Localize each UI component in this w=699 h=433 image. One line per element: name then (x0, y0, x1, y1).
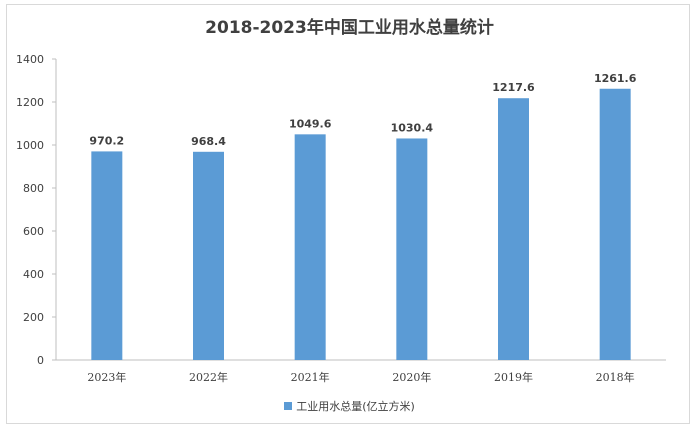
y-axis-ticks: 0 200 400 600 800 1000 1200 1400 (16, 53, 56, 367)
data-labels: 970.2 968.4 1049.6 1030.4 1217.6 1261.6 (89, 72, 636, 148)
data-label: 970.2 (89, 134, 124, 147)
legend-label: 工业用水总量(亿立方米) (296, 400, 415, 413)
y-tick-label: 400 (23, 268, 44, 281)
bar (396, 138, 428, 360)
legend: 工业用水总量(亿立方米) (0, 398, 699, 414)
chart-title: 2018-2023年中国工业用水总量统计 (205, 18, 494, 38)
x-axis-labels: 2023年 2022年 2021年 2020年 2019年 2018年 (87, 370, 634, 384)
x-tick-label: 2022年 (189, 370, 228, 384)
y-tick-label: 1400 (16, 53, 44, 66)
bar (294, 134, 326, 360)
y-tick-label: 200 (23, 311, 44, 324)
legend-swatch (284, 402, 293, 410)
y-tick-label: 0 (37, 354, 44, 367)
bar (498, 98, 529, 360)
y-tick-label: 1000 (16, 139, 44, 152)
y-tick-label: 1200 (16, 96, 44, 109)
x-tick-label: 2018年 (596, 370, 635, 384)
x-tick-label: 2023年 (87, 370, 126, 384)
bar (599, 88, 631, 361)
y-tick-label: 800 (23, 182, 44, 195)
bar (91, 151, 123, 360)
bars (91, 88, 631, 361)
data-label: 1261.6 (594, 72, 637, 85)
data-label: 1030.4 (391, 121, 434, 134)
data-label: 1049.6 (289, 117, 332, 130)
x-tick-label: 2019年 (494, 370, 533, 384)
bar (193, 151, 224, 360)
data-label: 1217.6 (492, 81, 535, 94)
y-tick-label: 600 (23, 225, 44, 238)
x-tick-label: 2021年 (291, 370, 330, 384)
x-tick-label: 2020年 (392, 370, 431, 384)
data-label: 968.4 (191, 135, 226, 148)
